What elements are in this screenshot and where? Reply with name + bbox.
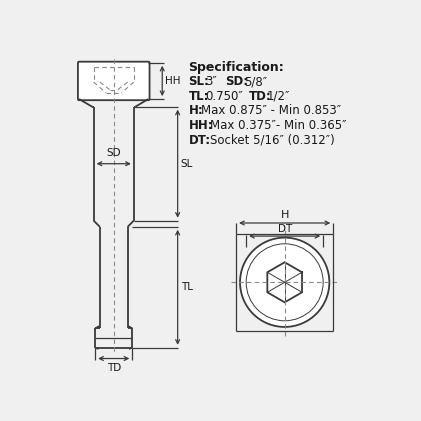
- Text: TL: TL: [181, 282, 193, 292]
- Text: 3″: 3″: [205, 75, 217, 88]
- Text: SL:: SL:: [189, 75, 209, 88]
- Text: SD:: SD:: [225, 75, 248, 88]
- Text: TL:: TL:: [189, 90, 209, 103]
- Text: Specification:: Specification:: [189, 61, 284, 74]
- Text: HH: HH: [165, 76, 181, 86]
- Text: SD: SD: [107, 148, 121, 158]
- Text: DT:: DT:: [189, 134, 210, 147]
- Text: TD: TD: [107, 363, 121, 373]
- Text: H:: H:: [189, 104, 203, 117]
- Circle shape: [240, 237, 329, 327]
- Text: Socket 5/16″ (0.312″): Socket 5/16″ (0.312″): [210, 134, 335, 147]
- Text: 5/8″: 5/8″: [244, 75, 267, 88]
- Text: 0.750″: 0.750″: [205, 90, 243, 103]
- Text: H: H: [280, 210, 289, 220]
- Text: DT: DT: [277, 224, 292, 234]
- Text: HH:: HH:: [189, 119, 213, 132]
- Text: SL: SL: [181, 159, 193, 169]
- FancyBboxPatch shape: [78, 62, 149, 100]
- Text: TD:: TD:: [248, 90, 271, 103]
- Text: 1/2″: 1/2″: [267, 90, 290, 103]
- Text: Max 0.875″ - Min 0.853″: Max 0.875″ - Min 0.853″: [201, 104, 341, 117]
- Text: Max 0.375″- Min 0.365″: Max 0.375″- Min 0.365″: [210, 119, 346, 132]
